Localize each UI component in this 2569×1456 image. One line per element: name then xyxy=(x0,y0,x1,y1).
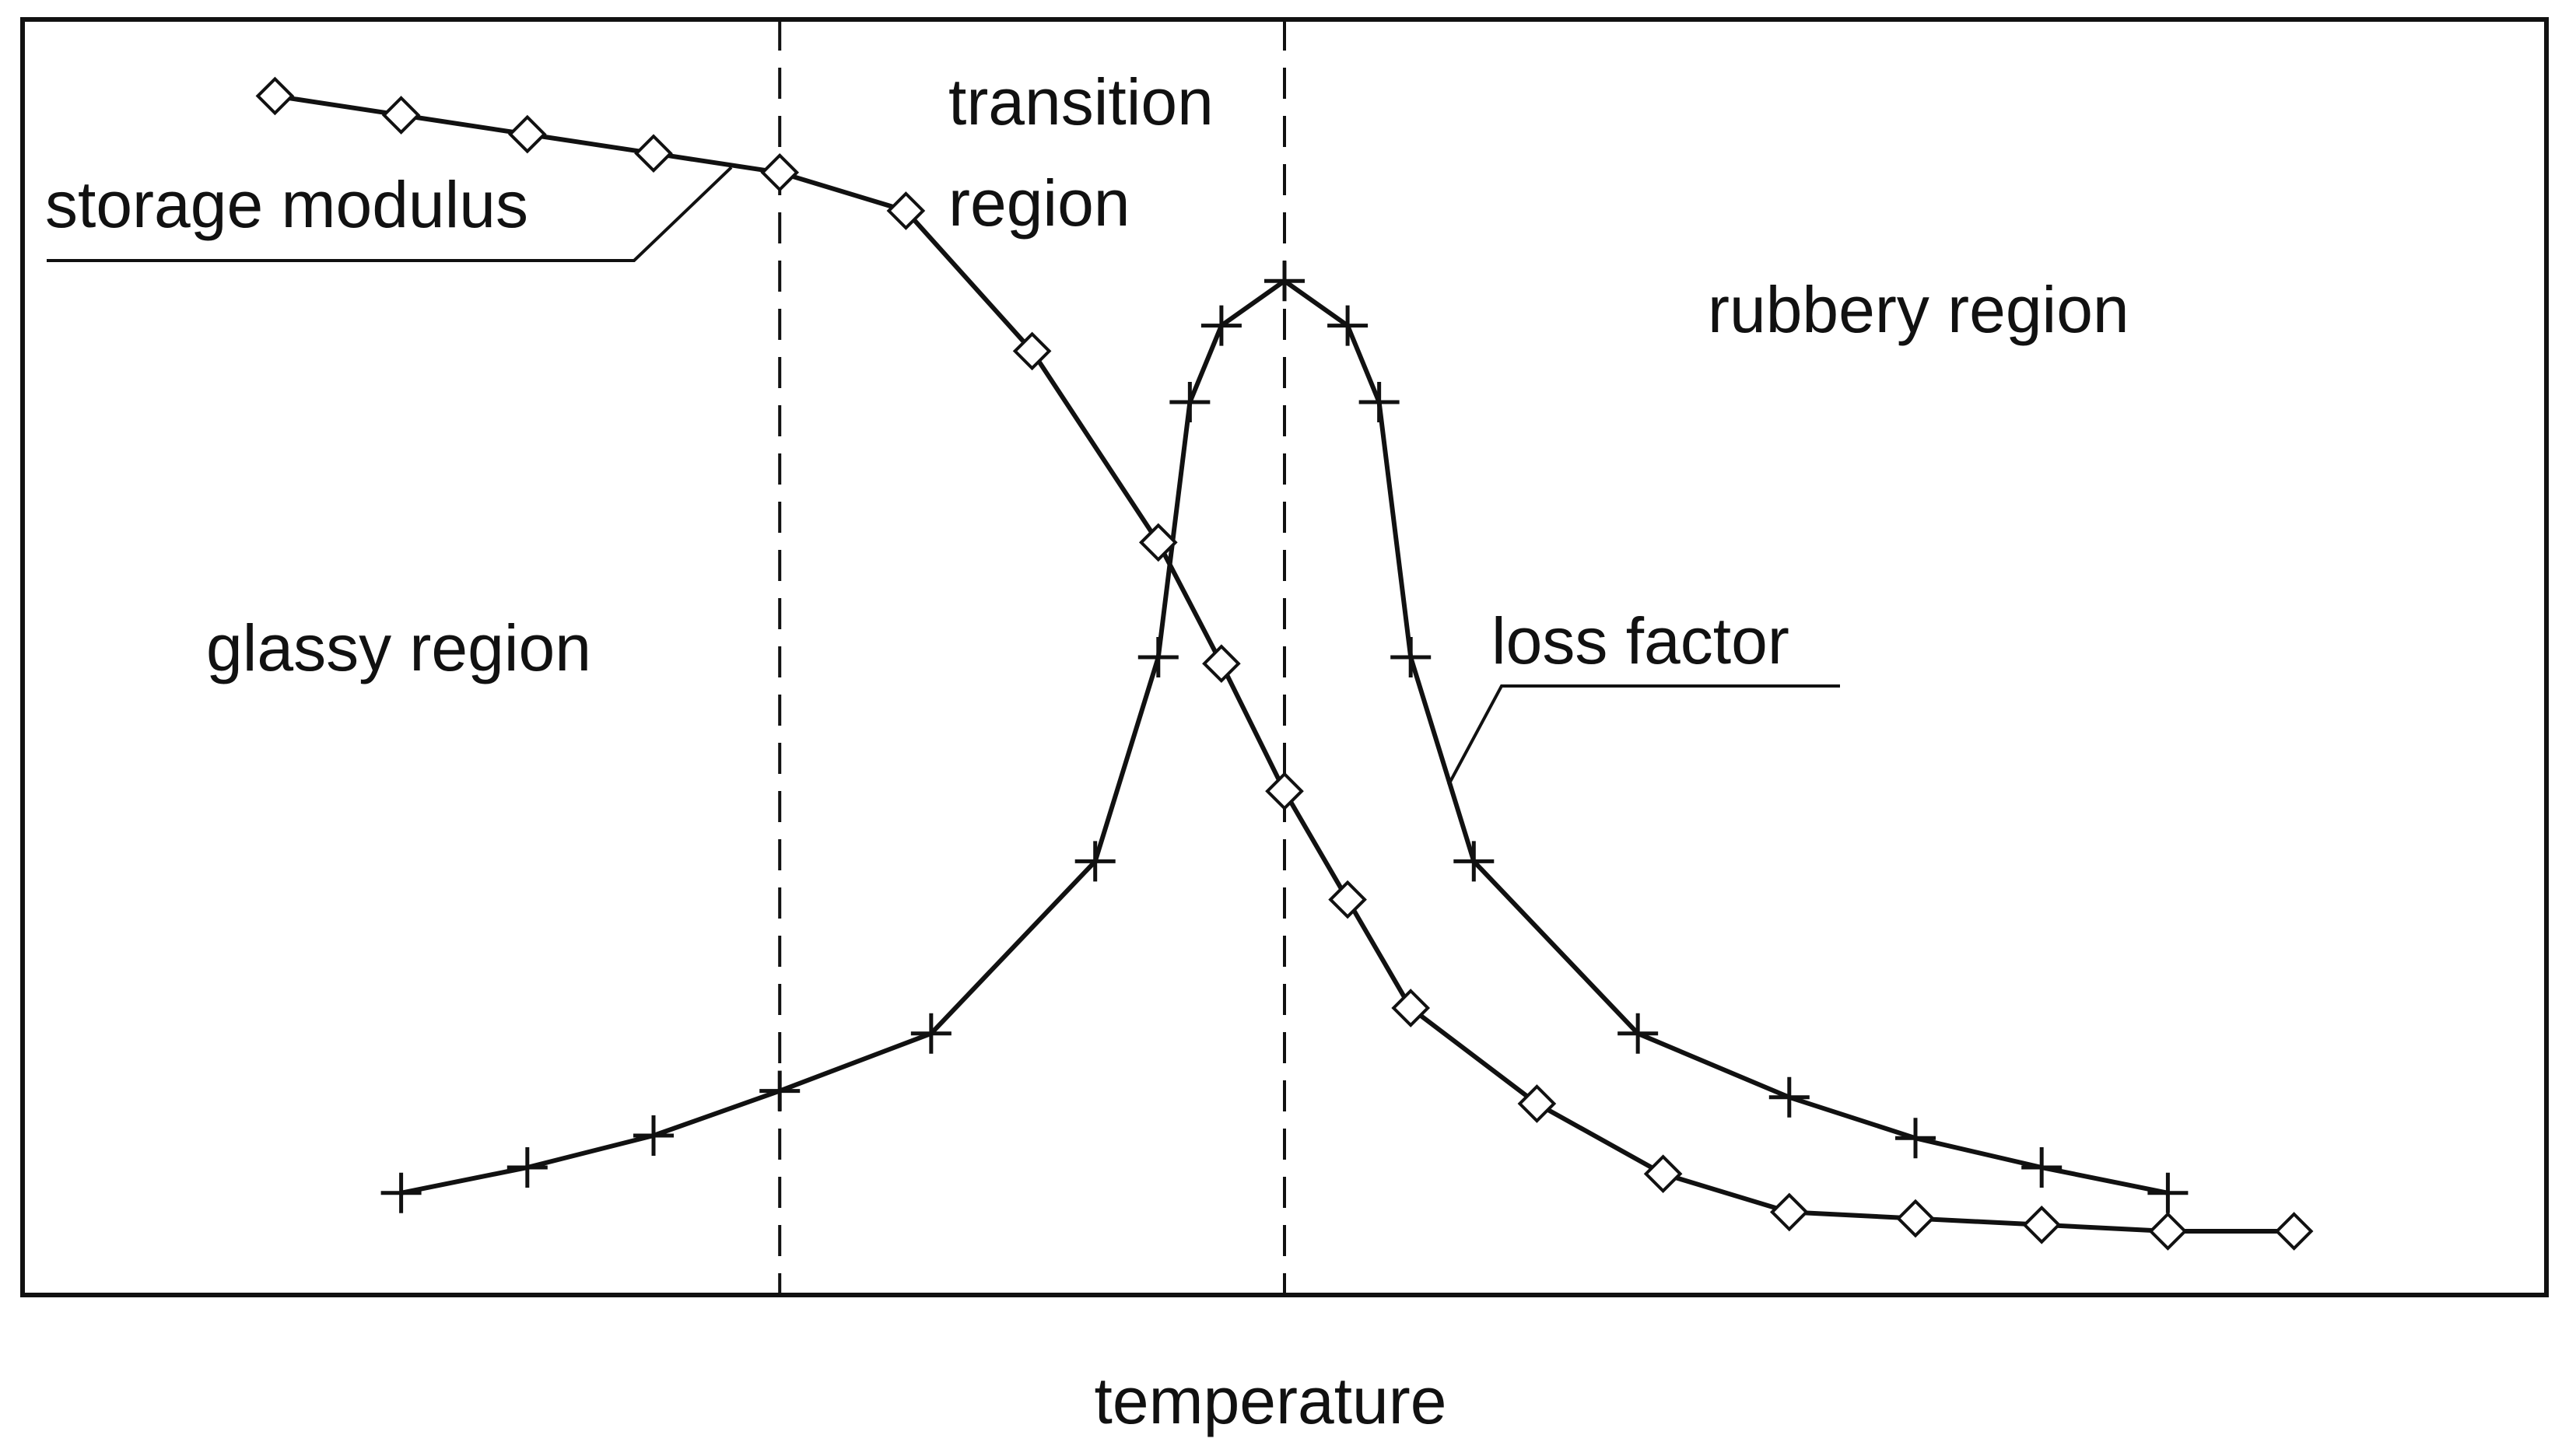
loss-factor-point-17 xyxy=(2021,1147,2063,1188)
loss-factor-point-4 xyxy=(910,1013,952,1054)
storage-modulus-point-5 xyxy=(886,191,926,230)
storage-modulus-point-3 xyxy=(634,134,673,173)
loss-factor-point-2 xyxy=(633,1115,674,1156)
storage-modulus-point-16 xyxy=(2022,1205,2062,1244)
loss-factor-point-13 xyxy=(1453,841,1495,882)
series-label-storage-modulus: storage modulus xyxy=(45,168,528,241)
series-markers xyxy=(255,76,2314,1251)
loss-factor-point-3 xyxy=(759,1070,801,1111)
region-label-transition-line1: transition xyxy=(948,65,1214,138)
loss-factor-point-5 xyxy=(1074,841,1116,882)
series-label-loss-factor: loss factor xyxy=(1491,604,1789,677)
loss-factor-point-15 xyxy=(1768,1076,1810,1118)
region-label-transition-line2: region xyxy=(948,166,1130,240)
storage-modulus-point-1 xyxy=(381,96,421,135)
region-label-glassy: glassy region xyxy=(206,611,591,684)
storage-modulus-point-0 xyxy=(255,76,295,116)
loss-factor-point-11 xyxy=(1358,382,1400,422)
loss-factor-point-14 xyxy=(1617,1013,1659,1054)
storage-modulus-point-11 xyxy=(1391,989,1431,1027)
loss-factor-leader xyxy=(1447,684,1840,786)
loss-factor-point-1 xyxy=(506,1147,548,1188)
storage-modulus-point-15 xyxy=(1896,1199,1935,1238)
loss-factor-point-10 xyxy=(1327,305,1369,346)
loss-factor-point-9 xyxy=(1264,261,1305,302)
storage-modulus-point-9 xyxy=(1265,772,1304,811)
storage-modulus-leader xyxy=(47,166,733,262)
storage-modulus-point-7 xyxy=(1138,523,1178,562)
loss-factor-point-18 xyxy=(2147,1172,2189,1213)
storage-modulus-point-10 xyxy=(1328,880,1367,919)
loss-factor-point-12 xyxy=(1390,637,1432,677)
loss-factor-point-8 xyxy=(1200,305,1242,346)
leader-lines xyxy=(47,166,1840,786)
storage-modulus-point-12 xyxy=(1517,1084,1557,1123)
storage-modulus-point-17 xyxy=(2148,1212,2188,1251)
storage-modulus-point-14 xyxy=(1769,1192,1809,1232)
region-label-rubbery: rubbery region xyxy=(1708,273,2129,346)
storage-modulus-point-8 xyxy=(1202,644,1241,684)
storage-modulus-point-13 xyxy=(1643,1154,1683,1194)
loss-factor-point-0 xyxy=(380,1172,422,1213)
loss-factor-point-7 xyxy=(1169,382,1211,422)
storage-modulus-point-4 xyxy=(760,152,800,192)
storage-modulus-point-6 xyxy=(1012,331,1052,371)
storage-modulus-point-18 xyxy=(2274,1212,2314,1251)
storage-modulus-point-2 xyxy=(507,114,547,154)
loss-factor-point-16 xyxy=(1895,1118,1936,1159)
loss-factor-point-6 xyxy=(1137,637,1179,677)
x-axis-label: temperature xyxy=(1095,1364,1447,1437)
